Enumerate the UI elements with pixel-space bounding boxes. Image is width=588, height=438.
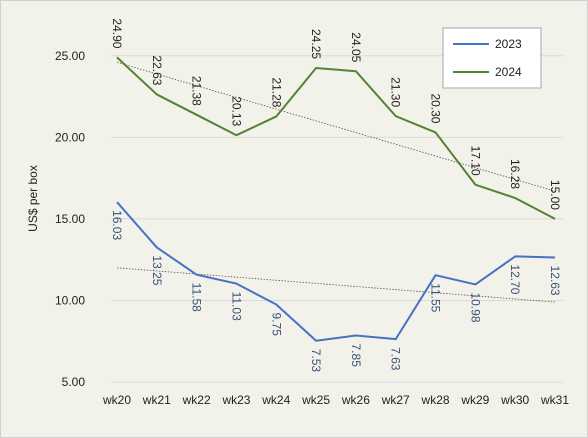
- x-tick-label: wk30: [500, 393, 529, 407]
- x-tick-label: wk28: [421, 393, 450, 407]
- x-tick-label: wk27: [381, 393, 410, 407]
- data-label-2023: 13.25: [150, 255, 164, 285]
- data-label-2024: 20.30: [429, 93, 443, 123]
- y-tick-label: 10.00: [55, 293, 85, 307]
- x-tick-label: wk20: [102, 393, 131, 407]
- data-label-2023: 11.03: [229, 292, 243, 321]
- data-label-2024: 21.28: [269, 77, 283, 107]
- data-label-2023: 7.63: [389, 347, 403, 371]
- legend: 2023 2024: [442, 27, 542, 89]
- x-tick-label: wk24: [261, 393, 290, 407]
- data-label-2024: 17.10: [468, 146, 482, 176]
- data-label-2024: 15.00: [548, 180, 562, 210]
- data-label-2023: 10.98: [468, 292, 482, 322]
- data-label-2024: 21.30: [389, 77, 403, 107]
- y-tick-label: 25.00: [55, 49, 85, 63]
- gridlines: [111, 55, 563, 383]
- data-label-2023: 12.70: [508, 264, 522, 294]
- x-tick-label: wk22: [182, 393, 211, 407]
- data-label-2024: 24.05: [349, 32, 363, 62]
- x-tick-label: wk21: [142, 393, 171, 407]
- data-label-2023: 11.55: [429, 283, 443, 312]
- data-label-2024: 22.63: [150, 55, 164, 85]
- y-tick-label: 15.00: [55, 212, 85, 226]
- data-label-2024: 24.25: [309, 29, 323, 59]
- y-tick-label: 20.00: [55, 130, 85, 144]
- series-line-2023: [116, 201, 556, 342]
- legend-label-2024: 2024: [495, 65, 522, 79]
- x-tick-label: wk23: [221, 393, 250, 407]
- data-label-2023: 16.03: [110, 210, 124, 240]
- data-labels: 16.03 13.25 11.58 11.03 9.75 7.53 7.85 7.63 11.5…: [110, 18, 562, 372]
- legend-box: [442, 27, 542, 89]
- y-tick-label: 5.00: [62, 375, 86, 389]
- y-axis-label: US$ per box: [26, 165, 40, 232]
- x-tick-label: wk25: [301, 393, 330, 407]
- x-axis-ticks: wk20 wk21 wk22 wk23 wk24 wk25 wk26 wk27 wk28 wk29…: [102, 393, 569, 407]
- x-tick-label: wk31: [540, 393, 569, 407]
- trendline-2024: [116, 61, 556, 192]
- data-label-2023: 11.58: [190, 283, 204, 312]
- series-line-2024: [116, 56, 556, 220]
- x-tick-label: wk29: [460, 393, 489, 407]
- data-label-2023: 12.63: [548, 266, 562, 296]
- x-tick-label: wk26: [341, 393, 370, 407]
- data-label-2024: 21.38: [190, 76, 204, 106]
- data-label-2024: 24.90: [110, 18, 124, 48]
- data-label-2023: 9.75: [269, 313, 283, 337]
- data-label-2024: 20.13: [229, 96, 243, 126]
- y-axis-ticks: 5.00 10.00 15.00 20.00 25.00: [55, 49, 85, 389]
- trendlines: [116, 61, 556, 303]
- data-label-2024: 16.28: [508, 159, 522, 189]
- data-label-2023: 7.85: [349, 344, 363, 368]
- trendline-2023: [116, 267, 556, 303]
- series-lines: [116, 56, 556, 342]
- legend-label-2023: 2023: [495, 37, 522, 51]
- data-label-2023: 7.53: [309, 349, 323, 373]
